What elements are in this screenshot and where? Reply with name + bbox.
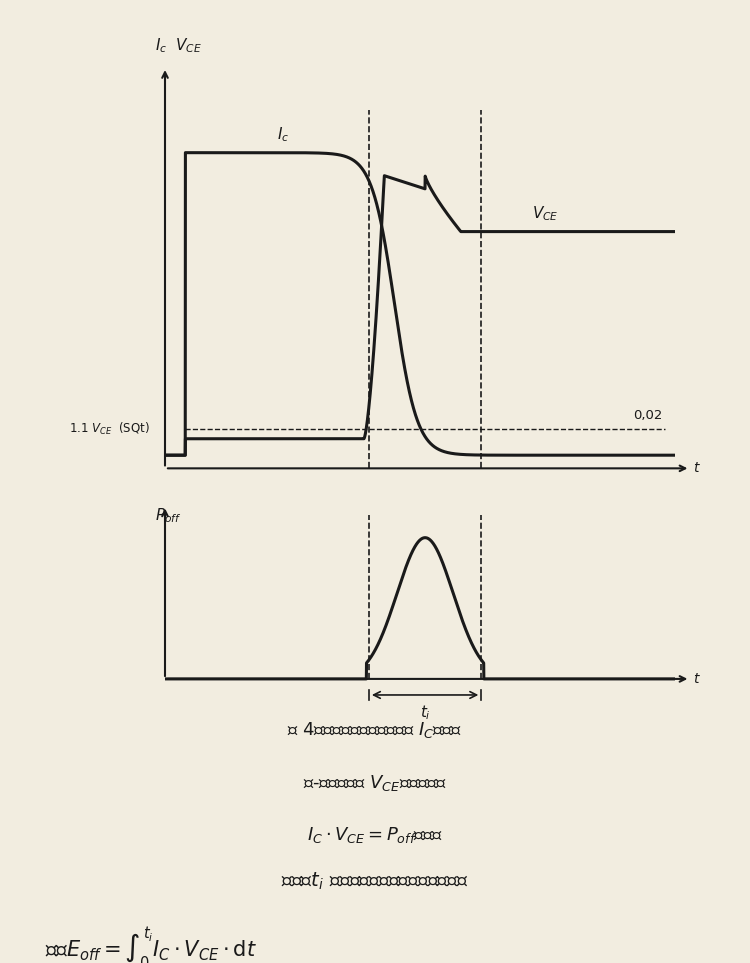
Text: 极-发射极电压 $V_{CE}$及它们之积: 极-发射极电压 $V_{CE}$及它们之积 (303, 772, 447, 793)
Text: $t$: $t$ (693, 461, 700, 476)
Text: $t_i$: $t_i$ (420, 703, 430, 721)
Text: $V_{CE}$: $V_{CE}$ (532, 204, 559, 223)
Text: $P_{off}$: $P_{off}$ (154, 507, 182, 525)
Text: 图中：$t_i$ 是计算关断耗散能量用的积分时: 图中：$t_i$ 是计算关断耗散能量用的积分时 (281, 871, 469, 892)
Text: $I_c$  $V_{CE}$: $I_c$ $V_{CE}$ (154, 37, 202, 55)
Text: $t$: $t$ (693, 672, 700, 686)
Text: 间，$E_{off} = \int_0^{t_i} I_C \cdot V_{CE} \cdot \mathrm{d}t$: 间，$E_{off} = \int_0^{t_i} I_C \cdot V_{C… (45, 925, 257, 963)
Text: 0,02: 0,02 (633, 409, 662, 423)
Text: $I_C \cdot V_{CE} = P_{off}$的波形: $I_C \cdot V_{CE} = P_{off}$的波形 (307, 825, 443, 846)
Text: 1.1 $V_{CE}$  (SQt): 1.1 $V_{CE}$ (SQt) (69, 421, 150, 437)
Text: 图 4　在关断时，集电极电流 $I_C$、集电: 图 4 在关断时，集电极电流 $I_C$、集电 (287, 720, 463, 741)
Text: $I_c$: $I_c$ (278, 125, 290, 144)
